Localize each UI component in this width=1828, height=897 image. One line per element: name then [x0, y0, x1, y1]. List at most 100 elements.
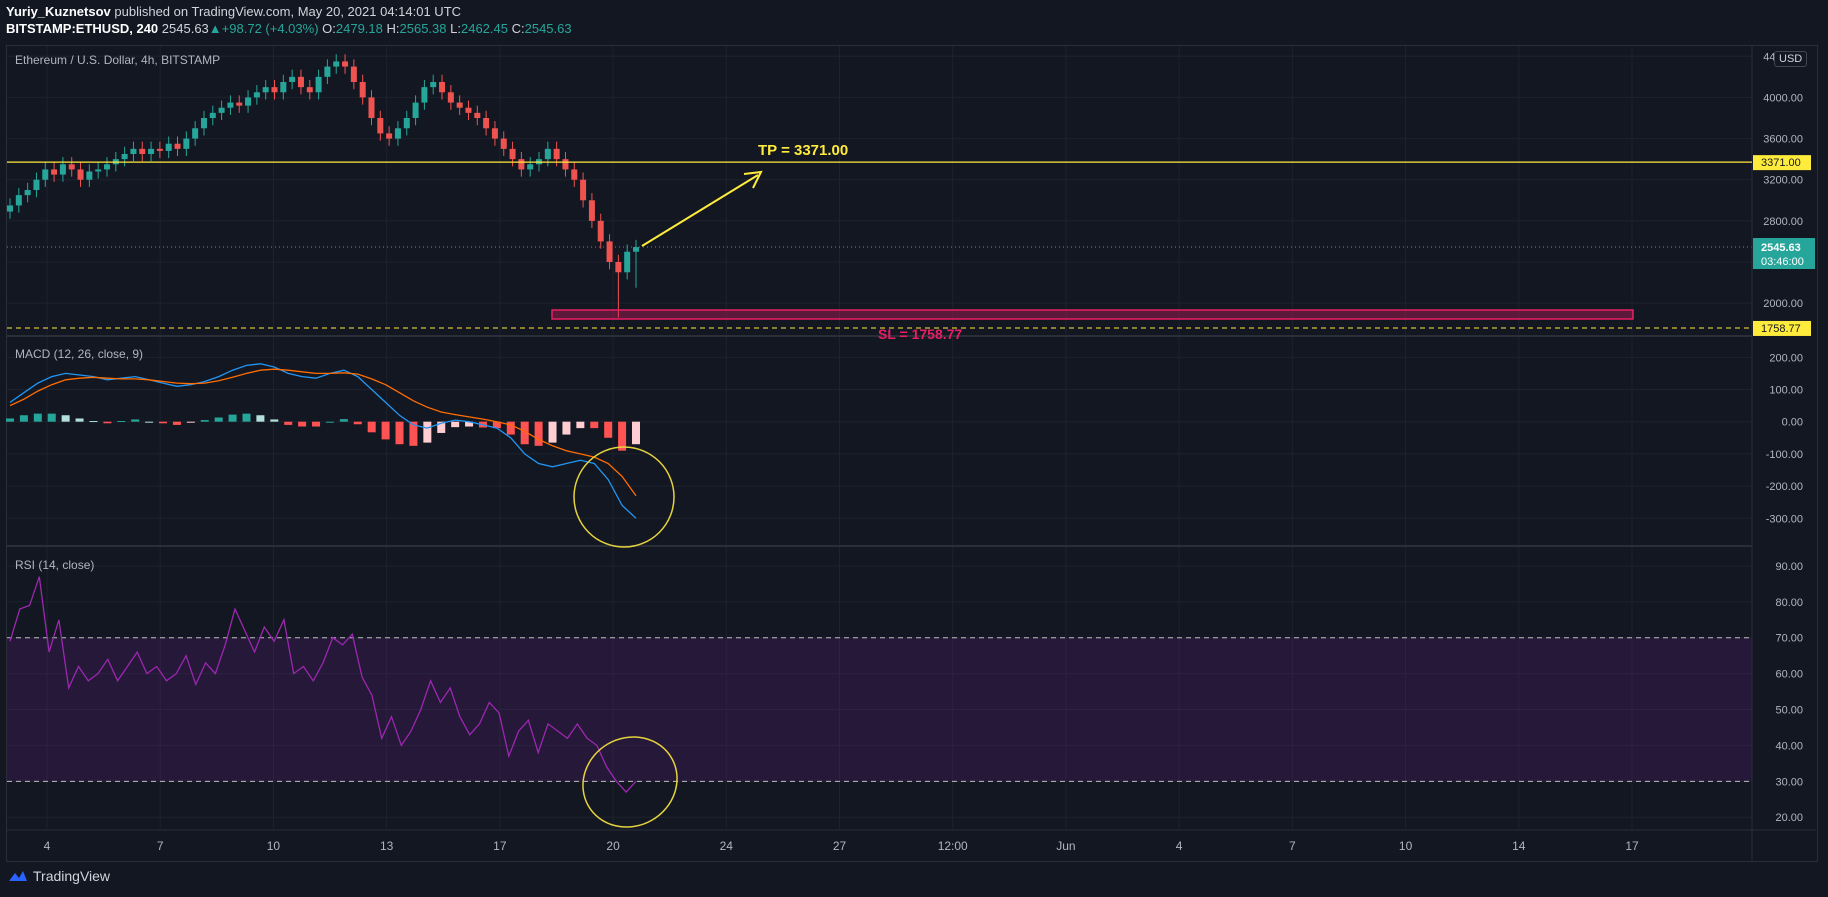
candle-body	[156, 148, 163, 151]
macd-histogram-bar	[451, 421, 460, 428]
candle-body	[553, 148, 560, 160]
time-tick-label: 27	[833, 839, 847, 853]
macd-histogram-bar	[618, 421, 627, 451]
macd-histogram-bar	[256, 415, 265, 422]
candle-body	[103, 164, 110, 170]
price-tick-label: -300.00	[1766, 513, 1803, 525]
candle-body	[297, 76, 304, 88]
macd-histogram-bar	[228, 414, 237, 422]
candle-body	[342, 61, 349, 67]
candle-body	[245, 97, 252, 106]
candle-body	[571, 169, 578, 180]
candle-body	[7, 205, 13, 212]
macd-histogram-bar	[89, 421, 98, 423]
time-tick-label: 17	[493, 839, 507, 853]
macd-histogram-bar	[325, 421, 334, 423]
tp-arrow[interactable]	[641, 174, 759, 247]
candle-body	[86, 171, 93, 180]
candle-body	[42, 169, 49, 180]
candle-body	[474, 112, 481, 118]
candle-body	[271, 87, 278, 93]
candle-body	[200, 118, 207, 129]
macd-histogram-bar	[409, 421, 418, 446]
footer: TradingView	[8, 868, 110, 884]
low-label: L:	[450, 21, 461, 36]
macd-histogram-bar	[604, 421, 613, 438]
price-tick-label: 60.00	[1775, 669, 1803, 681]
footer-brand[interactable]: TradingView	[33, 868, 111, 884]
up-arrow-icon: ▲	[208, 21, 222, 36]
candle-body	[500, 138, 507, 149]
candle-body	[580, 179, 587, 201]
candle-body	[483, 118, 490, 129]
macd-histogram-bar	[520, 421, 529, 445]
candle-body	[174, 143, 181, 149]
price-pane-title: Ethereum / U.S. Dollar, 4h, BITSTAMP	[15, 53, 220, 67]
candle-body	[68, 164, 75, 170]
candle-body	[615, 262, 622, 273]
macd-histogram-bar	[312, 421, 321, 427]
low-value: 2462.45	[460, 21, 508, 36]
candle-body	[377, 118, 384, 134]
rsi-pane-title: RSI (14, close)	[15, 558, 94, 572]
macd-histogram-bar	[270, 419, 279, 422]
price-tick-label: 30.00	[1775, 776, 1803, 788]
candle-body	[465, 107, 472, 113]
tp-label: TP = 3371.00	[758, 142, 848, 159]
macd-histogram-bar	[423, 421, 432, 443]
rsi-band	[7, 637, 1752, 782]
symbol-line: BITSTAMP:ETHUSD, 240 2545.63▲+98.72 (+4.…	[6, 20, 572, 37]
candle-body	[439, 82, 446, 93]
candle-body	[333, 61, 340, 67]
time-tick-label: 12:00	[938, 839, 968, 853]
time-tick-label: 14	[1512, 839, 1526, 853]
candle-body	[315, 76, 322, 93]
price-tick-label: 50.00	[1775, 705, 1803, 717]
macd-highlight-circle[interactable]	[573, 446, 675, 548]
candle-body	[368, 97, 375, 118]
open-value: 2479.18	[335, 21, 383, 36]
candle-body	[262, 87, 269, 93]
last-price: 2545.63	[161, 21, 209, 36]
macd-histogram-bar	[576, 421, 585, 429]
macd-histogram-bar	[200, 420, 209, 422]
currency-badge[interactable]: USD	[1774, 51, 1808, 67]
macd-histogram-bar	[214, 417, 223, 422]
close-value: 2545.63	[524, 21, 572, 36]
candle-body	[77, 169, 84, 180]
tp-annotation[interactable]: TP = 3371.00	[7, 142, 1752, 247]
candle-body	[412, 102, 419, 118]
author-name[interactable]: Yuriy_Kuznetsov	[6, 4, 111, 19]
tp-axis-badge: 3371.00	[1753, 155, 1811, 171]
candle-body	[386, 133, 393, 139]
macd-histogram-bar	[103, 421, 112, 424]
rsi-highlight-circle[interactable]	[566, 720, 693, 844]
candle-body	[236, 102, 243, 106]
price-tick-label: 0.00	[1782, 417, 1803, 429]
time-tick-label: 24	[720, 839, 734, 853]
time-tick-label: 4	[44, 839, 51, 853]
price-tick-label: 4000.00	[1763, 92, 1803, 104]
time-tick-label: 10	[1399, 839, 1413, 853]
macd-histogram-bar	[145, 421, 154, 423]
candle-body	[289, 76, 296, 82]
price-tick-label: 70.00	[1775, 633, 1803, 645]
candle-body	[121, 154, 128, 160]
price-tick-label: 2800.00	[1763, 216, 1803, 228]
tp-arrow-head-icon	[743, 170, 763, 189]
countdown-label: 03:46:00	[1761, 256, 1804, 268]
rsi-line	[9, 576, 637, 794]
sl-zone[interactable]	[551, 309, 1634, 320]
rsi-pane	[7, 576, 1752, 794]
macd-pane	[6, 363, 640, 519]
candle-body	[350, 66, 357, 82]
sl-label: SL = 1758.77	[878, 326, 962, 342]
macd-histogram-bar	[339, 419, 348, 422]
candle-body	[148, 148, 155, 154]
macd-histogram-bar	[353, 421, 362, 425]
price-tick-label: 90.00	[1775, 561, 1803, 573]
macd-histogram-bar	[381, 421, 390, 440]
candle-body	[491, 128, 498, 139]
sl-annotation[interactable]: SL = 1758.77	[7, 309, 1752, 342]
